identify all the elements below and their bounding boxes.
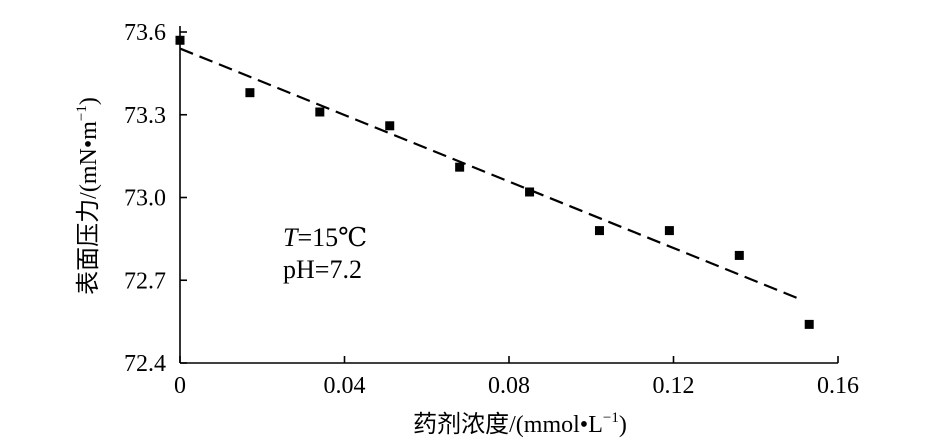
y-tick-label: 73.6 bbox=[124, 20, 166, 46]
x-axis-title: 药剂浓度/(mmol•L−1) bbox=[413, 410, 627, 438]
data-point bbox=[664, 226, 674, 236]
y-tick-label: 73.3 bbox=[124, 103, 166, 129]
data-point bbox=[175, 35, 185, 45]
axes bbox=[179, 26, 838, 364]
data-points bbox=[175, 35, 814, 329]
annotation-temperature: T=15℃ bbox=[283, 223, 367, 252]
y-tick-label: 73.0 bbox=[124, 186, 166, 212]
data-point bbox=[245, 88, 255, 98]
x-tick-label: 0.16 bbox=[817, 373, 859, 399]
ticks: 0 0.04 0.08 0.12 0.16 72.4 72.7 73.0 73.3 73.6 bbox=[124, 20, 859, 399]
data-point bbox=[385, 121, 395, 131]
fit-line-group bbox=[179, 47, 802, 301]
data-point bbox=[734, 250, 744, 260]
annotation-ph: pH=7.2 bbox=[283, 255, 362, 284]
x-tick-label: 0.12 bbox=[653, 373, 695, 399]
y-axis-title: 表面压力/(mN•m−1) bbox=[74, 97, 102, 295]
x-tick-label: 0.08 bbox=[488, 373, 530, 399]
data-point bbox=[525, 187, 535, 197]
y-tick-label: 72.7 bbox=[124, 268, 166, 294]
x-tick-label: 0.04 bbox=[324, 373, 366, 399]
data-point bbox=[594, 226, 604, 236]
y-tick-label: 72.4 bbox=[124, 351, 166, 377]
data-point bbox=[455, 162, 465, 172]
fit-line bbox=[179, 47, 802, 301]
x-tick-label: 0 bbox=[174, 373, 186, 399]
data-point bbox=[804, 319, 814, 329]
data-point bbox=[315, 107, 325, 117]
